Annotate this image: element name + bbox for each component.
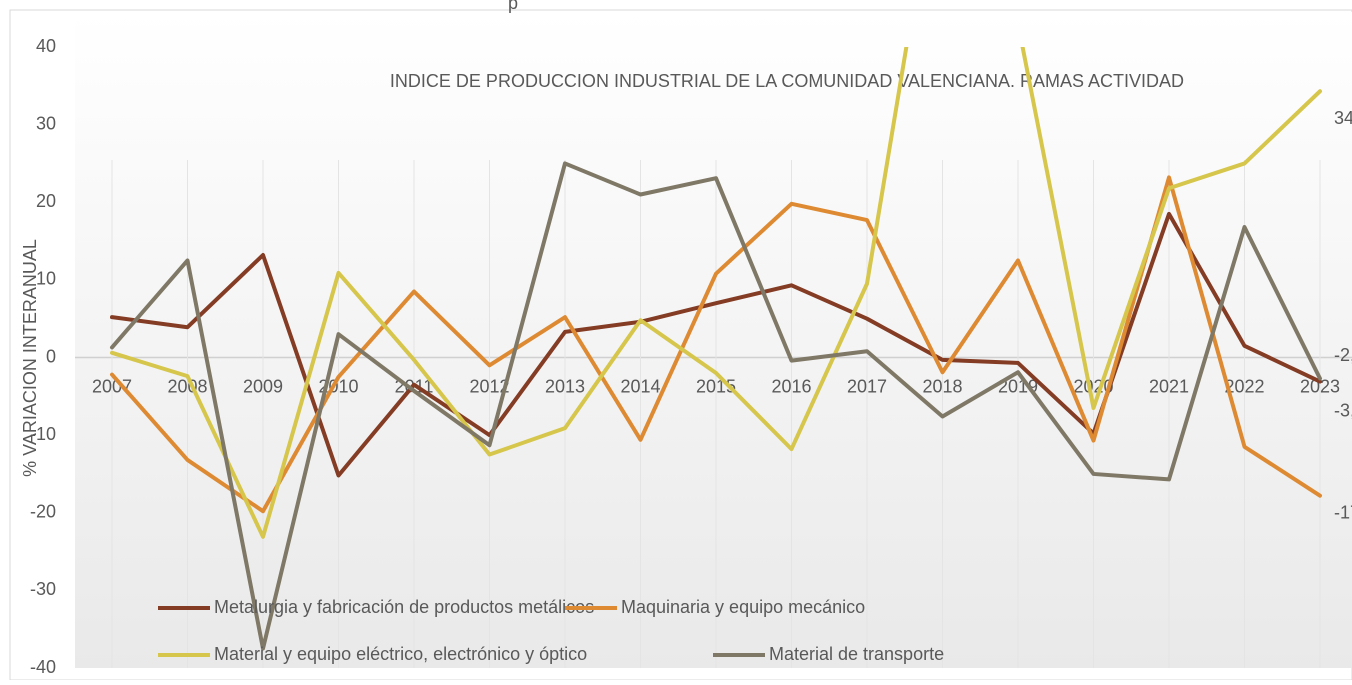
- y-tick-label: 10: [36, 269, 56, 289]
- data-label: -17,8: [1334, 502, 1352, 522]
- x-tick-label: 2012: [469, 376, 509, 396]
- x-tick-label: 2023: [1300, 376, 1340, 396]
- y-tick-label: 0: [46, 346, 56, 366]
- x-tick-label: 2017: [847, 376, 887, 396]
- x-tick-label: 2009: [243, 376, 283, 396]
- x-tick-label: 2018: [922, 376, 962, 396]
- legend-label: Material y equipo eléctrico, electrónico…: [214, 644, 587, 664]
- series-line: [110, 47, 1322, 539]
- data-label: -2,7: [1334, 345, 1352, 365]
- legend-label: Metalurgia y fabricación de productos me…: [214, 597, 594, 617]
- annotation: p: [508, 0, 518, 13]
- y-tick-label: -20: [30, 502, 56, 522]
- y-tick-label: 30: [36, 113, 56, 133]
- series-line: [110, 161, 1322, 651]
- x-tick-label: 2021: [1149, 376, 1189, 396]
- plot-area: [75, 12, 1352, 668]
- x-tick-label: 2007: [92, 376, 132, 396]
- chart-title: INDICE DE PRODUCCION INDUSTRIAL DE LA CO…: [390, 71, 1184, 91]
- data-label: -3,1: [1334, 400, 1352, 420]
- series-line: [110, 211, 1322, 478]
- y-tick-label: -10: [30, 424, 56, 444]
- y-tick-label: -40: [30, 657, 56, 677]
- x-tick-label: 2022: [1224, 376, 1264, 396]
- data-label: 34,3: [1334, 108, 1352, 128]
- x-tick-label: 2014: [620, 376, 660, 396]
- legend-label: Maquinaria y equipo mecánico: [621, 597, 865, 617]
- x-tick-label: 2008: [167, 376, 207, 396]
- y-tick-label: 40: [36, 36, 56, 56]
- x-tick-label: 2016: [771, 376, 811, 396]
- y-tick-label: 20: [36, 191, 56, 211]
- y-tick-label: -30: [30, 579, 56, 599]
- y-axis-label: % VARIACION INTERANUAL: [20, 239, 40, 477]
- legend-label: Material de transporte: [769, 644, 944, 664]
- x-tick-label: 2013: [545, 376, 585, 396]
- series-line: [110, 175, 1322, 514]
- x-tick-label: 2019: [998, 376, 1038, 396]
